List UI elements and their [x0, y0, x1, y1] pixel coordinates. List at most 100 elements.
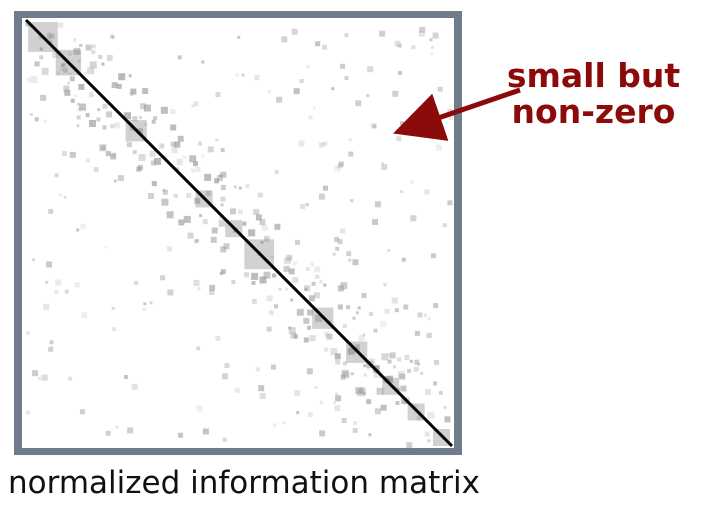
off-diagonal-entry — [401, 397, 408, 404]
off-diagonal-entry — [62, 67, 68, 73]
off-diagonal-entry — [138, 116, 142, 119]
off-diagonal-entry — [352, 316, 356, 320]
off-diagonal-entry — [111, 152, 116, 157]
off-diagonal-entry — [220, 246, 227, 253]
off-diagonal-entry — [197, 287, 201, 291]
off-diagonal-entry — [369, 311, 374, 316]
off-diagonal-entry — [374, 201, 381, 208]
off-diagonal-entry — [367, 66, 374, 73]
off-diagonal-entry — [305, 203, 309, 207]
off-diagonal-entry — [348, 258, 352, 262]
off-diagonal-entry — [259, 392, 266, 399]
off-diagonal-entry — [310, 262, 314, 266]
off-diagonal-entry — [237, 35, 241, 39]
off-diagonal-entry — [110, 124, 114, 129]
off-diagonal-entry — [235, 73, 239, 77]
off-diagonal-entry — [102, 125, 107, 130]
off-diagonal-entry — [374, 408, 381, 415]
off-diagonal-entry — [110, 153, 117, 160]
off-diagonal-entry — [380, 404, 387, 411]
off-diagonal-entry — [263, 271, 271, 279]
off-diagonal-entry — [344, 33, 349, 37]
off-diagonal-entry — [170, 141, 176, 147]
off-diagonal-entry — [373, 328, 378, 333]
off-diagonal-entry — [389, 352, 396, 359]
off-diagonal-entry — [288, 268, 295, 275]
off-diagonal-entry — [43, 303, 50, 310]
off-diagonal-entry — [215, 138, 219, 142]
off-diagonal-entry — [29, 113, 33, 116]
off-diagonal-entry — [387, 248, 391, 252]
off-diagonal-entry — [300, 204, 306, 209]
off-diagonal-entry — [127, 427, 134, 434]
off-diagonal-entry — [424, 189, 430, 195]
off-diagonal-entry — [41, 67, 49, 75]
off-diagonal-entry — [383, 283, 387, 287]
off-diagonal-entry — [272, 423, 277, 428]
off-diagonal-entry — [359, 387, 366, 394]
off-diagonal-entry — [142, 307, 147, 312]
off-diagonal-entry — [201, 154, 205, 158]
off-diagonal-entry — [76, 102, 80, 106]
off-diagonal-entry — [387, 359, 392, 364]
off-diagonal-entry — [296, 308, 304, 316]
off-diagonal-entry — [207, 146, 214, 153]
off-diagonal-entry — [177, 55, 182, 60]
off-diagonal-entry — [335, 359, 341, 365]
off-diagonal-entry — [128, 74, 132, 78]
off-diagonal-entry — [397, 43, 402, 48]
off-diagonal-entry — [348, 138, 352, 142]
off-diagonal-entry — [342, 324, 347, 329]
off-diagonal-entry — [222, 437, 227, 442]
off-diagonal-entry — [341, 418, 347, 423]
off-diagonal-entry — [260, 240, 264, 244]
off-diagonal-entry — [288, 327, 296, 335]
off-diagonal-entry — [118, 73, 126, 81]
off-diagonal-entry — [330, 348, 338, 356]
off-diagonal-entry — [193, 279, 200, 286]
off-diagonal-entry — [41, 374, 48, 381]
off-diagonal-entry — [293, 261, 298, 266]
off-diagonal-entry — [49, 340, 54, 345]
off-diagonal-entry — [447, 108, 453, 114]
off-diagonal-entry — [176, 159, 183, 166]
off-diagonal-entry — [319, 400, 323, 404]
off-diagonal-entry — [291, 28, 298, 35]
off-diagonal-entry — [266, 295, 273, 302]
off-diagonal-entry — [234, 387, 240, 393]
off-diagonal-entry — [196, 405, 203, 412]
off-diagonal-entry — [399, 373, 406, 380]
off-diagonal-entry — [312, 106, 316, 110]
off-diagonal-entry — [391, 297, 398, 304]
off-diagonal-entry — [178, 432, 183, 438]
off-diagonal-entry — [68, 376, 73, 381]
off-diagonal-entry — [171, 147, 178, 154]
off-diagonal-entry — [259, 219, 266, 226]
off-diagonal-entry — [124, 112, 131, 120]
off-diagonal-entry — [30, 76, 38, 84]
off-diagonal-entry — [319, 430, 326, 437]
off-diagonal-entry — [430, 253, 436, 259]
off-diagonal-entry — [106, 111, 112, 118]
off-diagonal-entry — [333, 401, 336, 404]
off-diagonal-entry — [220, 269, 226, 275]
off-diagonal-entry — [81, 312, 88, 319]
off-diagonal-entry — [290, 332, 297, 339]
off-diagonal-entry — [242, 221, 247, 226]
off-diagonal-entry — [307, 412, 313, 418]
off-diagonal-entry — [381, 353, 389, 361]
off-diagonal-entry — [174, 141, 181, 148]
off-diagonal-entry — [353, 421, 358, 426]
off-diagonal-entry — [394, 308, 399, 313]
off-diagonal-entry — [367, 367, 371, 371]
off-diagonal-entry — [270, 364, 276, 370]
off-diagonal-entry — [170, 109, 176, 115]
off-diagonal-entry — [352, 428, 358, 433]
off-diagonal-entry — [414, 330, 420, 336]
off-diagonal-entry — [85, 44, 92, 51]
off-diagonal-entry — [233, 185, 237, 189]
off-diagonal-entry — [443, 405, 447, 409]
off-diagonal-entry — [314, 386, 318, 390]
off-diagonal-entry — [140, 103, 146, 110]
off-diagonal-entry — [334, 353, 341, 360]
